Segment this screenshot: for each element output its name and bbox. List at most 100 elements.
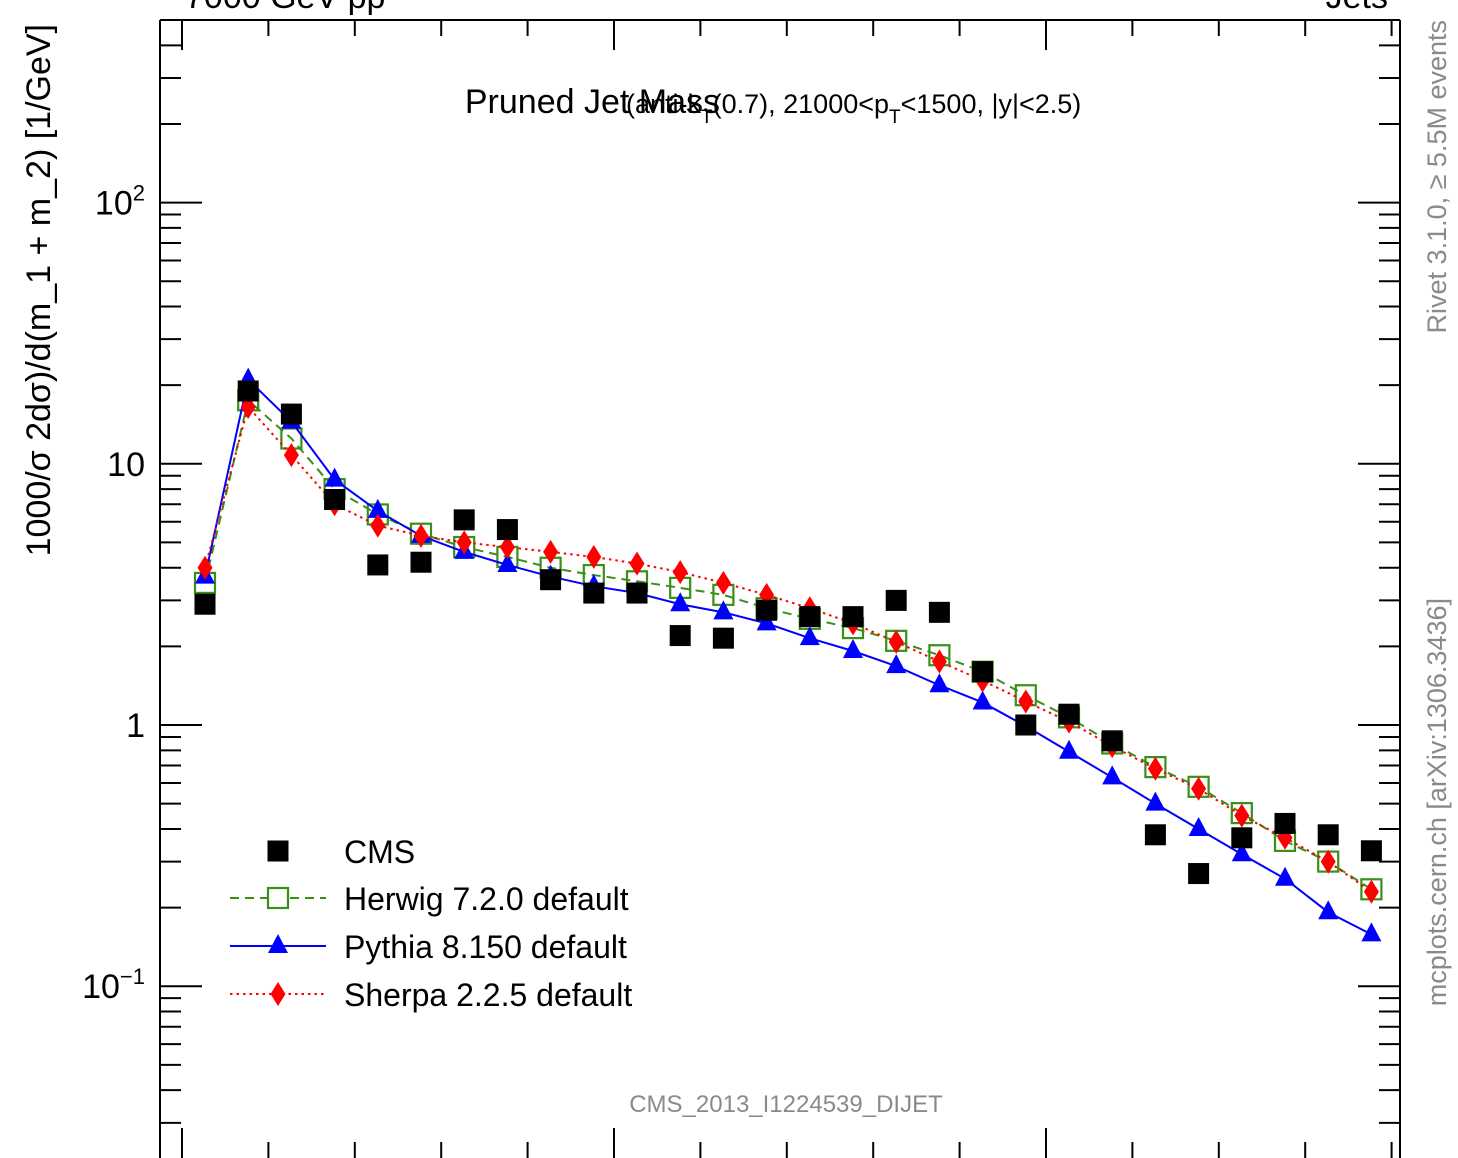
rivet-version-label: Rivet 3.1.0, ≥ 5.5M events xyxy=(1422,20,1452,333)
data-point xyxy=(370,513,386,538)
data-point xyxy=(1234,803,1250,828)
legend-marker xyxy=(266,886,290,910)
series-cms xyxy=(194,380,1382,885)
data-point xyxy=(324,489,346,511)
legend-label: Sherpa 2.2.5 default xyxy=(344,977,632,1013)
data-point xyxy=(929,673,950,693)
legend: CMS Herwig 7.2.0 default Pythia 8.150 defa… xyxy=(230,834,632,1013)
data-point xyxy=(1317,824,1339,846)
data-point xyxy=(496,519,518,541)
legend-marker xyxy=(268,934,288,953)
y-tick-label: 102 xyxy=(95,181,145,223)
data-point xyxy=(1318,900,1339,920)
data-point xyxy=(756,599,778,621)
data-point xyxy=(1101,730,1123,752)
data-point xyxy=(715,570,731,595)
legend-marker xyxy=(267,840,289,862)
data-point xyxy=(886,654,907,674)
data-point xyxy=(843,639,863,659)
chart-subtitle: (anti-kT(0.7), 21000<pT<1500, |y|<2.5) xyxy=(626,89,1081,128)
data-point xyxy=(410,551,432,573)
axes-frame xyxy=(159,19,1401,1158)
data-point xyxy=(1320,849,1336,874)
data-point xyxy=(928,601,950,623)
data-point xyxy=(1275,866,1295,886)
data-point xyxy=(799,626,820,646)
series-herwig-7-2-0-default xyxy=(193,389,1383,901)
legend-label: Pythia 8.150 default xyxy=(344,929,627,965)
data-point xyxy=(497,552,518,572)
data-point xyxy=(367,498,388,518)
data-point xyxy=(756,611,777,631)
data-point xyxy=(669,625,691,647)
chart-title: Pruned Jet Mass xyxy=(465,83,720,121)
legend-label: Herwig 7.2.0 default xyxy=(344,881,629,917)
data-point xyxy=(324,467,345,487)
legend-label: CMS xyxy=(344,834,415,870)
y-tick-labels: 102 10 1 10−1 xyxy=(82,181,145,1007)
data-point xyxy=(931,649,947,674)
data-point xyxy=(586,544,602,569)
data-point xyxy=(713,600,734,620)
y-tick-label: 10−1 xyxy=(82,964,145,1006)
data-point xyxy=(1102,765,1123,785)
data-point xyxy=(1058,703,1080,725)
data-point xyxy=(1231,827,1253,849)
data-point xyxy=(280,403,302,425)
y-axis-label: 1000/σ 2dσ)/d(m_1 + m_2) [1/GeV] xyxy=(20,24,58,556)
data-point xyxy=(712,627,734,649)
data-point xyxy=(1015,714,1037,736)
data-point xyxy=(499,535,515,560)
data-point xyxy=(540,569,562,591)
data-point xyxy=(1188,863,1210,885)
series-line xyxy=(204,398,1372,891)
data-point xyxy=(799,606,821,628)
data-point xyxy=(1361,922,1382,942)
legend-item: Herwig 7.2.0 default xyxy=(230,881,629,917)
data-point xyxy=(583,582,605,604)
data-point xyxy=(543,539,559,564)
legend-marker-bg xyxy=(268,888,288,908)
data-point xyxy=(885,589,907,611)
y-tick-label: 1 xyxy=(126,707,145,745)
analysis-id-label: CMS_2013_I1224539_DIJET xyxy=(629,1091,943,1118)
data-point xyxy=(413,523,429,548)
data-point xyxy=(237,380,259,402)
data-point xyxy=(1231,842,1252,862)
data-point xyxy=(1059,739,1079,759)
data-point xyxy=(626,582,648,604)
mcplots-reference-label: mcplots.cern.ch [arXiv:1306.3436] xyxy=(1422,598,1452,1006)
data-point xyxy=(456,530,472,555)
data-point xyxy=(842,606,864,628)
data-point xyxy=(197,555,213,580)
data-point xyxy=(1144,824,1166,846)
data-point xyxy=(367,554,389,576)
series-layer xyxy=(193,367,1383,942)
header-category-label: Jets xyxy=(1326,0,1388,16)
legend-item: Pythia 8.150 default xyxy=(230,929,627,965)
data-point xyxy=(1018,689,1034,714)
data-point xyxy=(194,593,216,615)
legend-item: CMS xyxy=(267,834,415,870)
data-point xyxy=(629,551,645,576)
data-point xyxy=(670,592,691,612)
legend-marker xyxy=(270,982,286,1006)
data-point xyxy=(1274,812,1296,834)
data-point xyxy=(453,509,475,531)
data-point xyxy=(972,661,994,683)
data-point xyxy=(972,690,993,710)
y-tick-label: 10 xyxy=(107,446,145,484)
data-point xyxy=(1360,840,1382,862)
data-point xyxy=(1191,776,1207,801)
data-point xyxy=(1363,879,1379,904)
data-point xyxy=(672,560,688,585)
data-point xyxy=(1145,791,1166,811)
series-line xyxy=(204,404,1372,893)
data-point xyxy=(283,443,299,468)
header-energy-label: 7000 GeV pp xyxy=(185,0,385,16)
data-point xyxy=(888,629,904,654)
data-point xyxy=(1147,756,1163,781)
data-point xyxy=(1188,816,1209,836)
legend-item: Sherpa 2.2.5 default xyxy=(230,977,632,1013)
